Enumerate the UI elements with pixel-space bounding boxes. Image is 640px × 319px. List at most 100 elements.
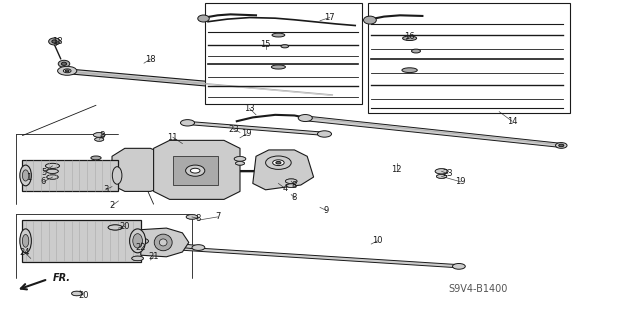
Ellipse shape (285, 179, 297, 183)
Bar (368, 3, 570, 113)
Ellipse shape (287, 184, 296, 188)
Text: 20: 20 (120, 222, 130, 231)
Text: 23: 23 (228, 125, 239, 134)
Ellipse shape (58, 66, 77, 75)
Ellipse shape (58, 60, 70, 67)
Ellipse shape (93, 133, 105, 137)
Text: 7: 7 (215, 212, 220, 221)
Polygon shape (186, 121, 326, 136)
Polygon shape (141, 228, 189, 257)
Ellipse shape (95, 138, 104, 141)
Text: 8: 8 (100, 131, 105, 140)
Ellipse shape (191, 168, 200, 173)
Ellipse shape (129, 229, 146, 253)
Ellipse shape (133, 234, 143, 248)
Ellipse shape (281, 45, 289, 48)
Ellipse shape (273, 160, 284, 166)
Polygon shape (253, 150, 314, 190)
Ellipse shape (132, 256, 143, 261)
Text: 11: 11 (168, 133, 178, 142)
Ellipse shape (20, 165, 31, 186)
Text: 23: 23 (443, 169, 453, 178)
Polygon shape (64, 69, 333, 97)
Ellipse shape (234, 157, 246, 161)
Text: 1: 1 (26, 173, 31, 182)
Ellipse shape (136, 238, 148, 244)
Ellipse shape (20, 229, 31, 253)
Ellipse shape (49, 38, 60, 45)
Ellipse shape (95, 138, 104, 141)
Ellipse shape (154, 234, 172, 251)
Text: S9V4-B1400: S9V4-B1400 (448, 284, 508, 294)
Ellipse shape (435, 169, 448, 174)
Text: 19: 19 (456, 177, 466, 186)
Text: 24: 24 (19, 248, 29, 256)
Ellipse shape (22, 170, 29, 181)
Text: 12: 12 (392, 165, 402, 174)
Ellipse shape (435, 169, 448, 174)
Ellipse shape (364, 16, 376, 24)
Polygon shape (22, 220, 141, 262)
Bar (205, 3, 362, 104)
Ellipse shape (436, 174, 447, 178)
Ellipse shape (52, 40, 57, 43)
Bar (173, 156, 218, 185)
Ellipse shape (63, 69, 71, 73)
Ellipse shape (317, 131, 332, 137)
Text: 19: 19 (241, 130, 252, 138)
Polygon shape (160, 246, 461, 268)
Ellipse shape (93, 133, 105, 137)
Ellipse shape (180, 120, 195, 126)
Ellipse shape (113, 167, 122, 184)
Ellipse shape (47, 175, 58, 179)
Polygon shape (112, 148, 170, 191)
Ellipse shape (287, 184, 296, 188)
Ellipse shape (272, 33, 285, 37)
Ellipse shape (236, 161, 244, 165)
Text: 21: 21 (148, 252, 159, 261)
Ellipse shape (108, 225, 122, 230)
Ellipse shape (285, 179, 297, 183)
Ellipse shape (22, 234, 29, 247)
Text: 20: 20 (78, 291, 88, 300)
Text: 8: 8 (292, 193, 297, 202)
Ellipse shape (72, 291, 82, 296)
Polygon shape (304, 116, 563, 148)
Ellipse shape (236, 161, 244, 165)
Ellipse shape (559, 144, 564, 147)
Ellipse shape (412, 49, 420, 53)
Ellipse shape (186, 165, 205, 176)
Ellipse shape (403, 36, 417, 41)
Polygon shape (141, 239, 200, 249)
Ellipse shape (276, 161, 281, 164)
Polygon shape (154, 140, 240, 199)
Text: 14: 14 (507, 117, 517, 126)
Ellipse shape (186, 215, 198, 219)
Ellipse shape (452, 263, 465, 269)
Ellipse shape (402, 68, 417, 73)
Ellipse shape (72, 291, 82, 296)
Text: 8: 8 (292, 181, 297, 189)
Ellipse shape (192, 245, 205, 250)
Text: 13: 13 (244, 104, 255, 113)
Text: 4: 4 (282, 184, 287, 193)
Text: 10: 10 (372, 236, 383, 245)
Ellipse shape (45, 163, 60, 168)
Ellipse shape (47, 169, 58, 174)
Text: 17: 17 (324, 13, 335, 22)
Ellipse shape (156, 244, 168, 250)
Text: 3: 3 (103, 185, 108, 194)
Ellipse shape (132, 256, 143, 261)
Ellipse shape (91, 156, 101, 160)
Text: 16: 16 (404, 32, 415, 41)
Ellipse shape (108, 225, 122, 230)
Text: 2: 2 (109, 201, 115, 210)
Ellipse shape (159, 239, 167, 246)
Text: 6: 6 (41, 177, 46, 186)
Ellipse shape (186, 215, 198, 219)
Ellipse shape (298, 115, 312, 122)
Ellipse shape (436, 174, 447, 178)
Polygon shape (22, 160, 118, 191)
Ellipse shape (47, 169, 58, 174)
Ellipse shape (65, 70, 69, 72)
